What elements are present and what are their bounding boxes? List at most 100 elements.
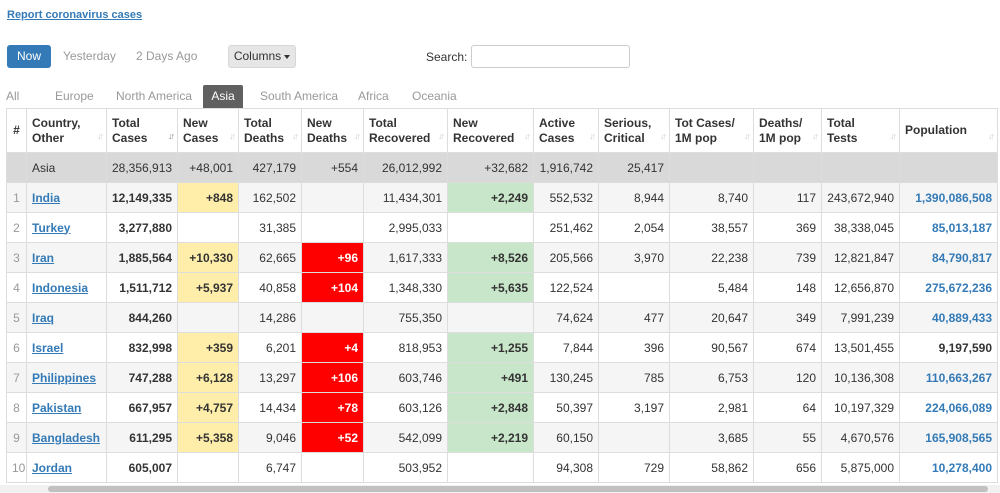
column-header[interactable]: Serious, Critical ↓↑ [598,108,670,153]
new-deaths-cell: +78 [301,392,364,423]
column-header[interactable]: Total Recovered ↓↑ [363,108,448,153]
sort-arrows-icon[interactable]: ↓↑ [229,131,236,141]
sort-arrows-icon[interactable]: ↓↑ [354,131,361,141]
column-header[interactable]: Tot Cases/1M pop ↓↑ [669,108,754,153]
columns-label: Columns [233,49,282,63]
row-index: 2 [6,212,27,243]
country-cell: Philippines [26,362,107,393]
total-recovered-cell: 503,952 [363,452,448,483]
header-label-line2: Cases [112,130,148,145]
sort-arrows-icon[interactable]: ↓↑ [292,131,299,141]
new-cases-cell: +6,128 [177,362,239,393]
country-cell: Jordan [26,452,107,483]
total-deaths-cell: 40,858 [238,272,302,303]
header-label-line2: Tests [827,130,858,145]
new-deaths-cell: +96 [301,242,364,273]
header-label-line1: New [307,115,332,130]
search-input[interactable] [471,45,630,68]
new-cases-cell [177,212,239,243]
yesterday-button[interactable]: Yesterday [63,49,116,63]
total-critical: 25,417 [598,152,670,183]
country-link[interactable]: Indonesia [32,280,89,295]
active-cell: 74,624 [533,302,599,333]
sort-arrows-icon[interactable]: ↓↑ [988,131,995,141]
tab-oceania[interactable]: Oceania [412,89,457,103]
new-recovered-cell: +2,219 [447,422,534,453]
report-cases-link[interactable]: Report coronavirus cases [7,9,143,21]
total-recovered-cell: 603,126 [363,392,448,423]
column-header[interactable]: Population ↓↑ [899,108,998,153]
sort-arrows-icon[interactable]: ↓↑ [660,131,667,141]
column-header[interactable]: Country, Other ↓↑ [26,108,107,153]
column-header[interactable]: Total Cases ↓↑ [106,108,178,153]
row-index [6,152,27,183]
sort-arrows-icon[interactable]: ↓↑ [524,131,531,141]
sort-arrows-icon[interactable]: ↓↑ [744,131,751,141]
header-label-line1: Deaths/ [759,115,803,130]
per-million-cell: 58,862 [669,452,754,483]
table-row: 10 Jordan 605,007 6,747 503,952 94,308 729 58,8… [6,452,998,483]
horizontal-scrollbar[interactable] [0,485,1000,493]
total-recovered-cell: 755,350 [363,302,448,333]
now-button[interactable]: Now [7,45,51,68]
deaths-per-million-cell: 117 [753,182,822,213]
new-recovered-cell [447,302,534,333]
country-link[interactable]: Jordan [32,460,73,475]
country-link[interactable]: Bangladesh [32,430,101,445]
column-header[interactable]: New Cases ↓↑ [177,108,239,153]
sort-arrows-icon[interactable]: ↓↑ [168,131,175,141]
table-header-row: # Country, Other ↓↑ Total Cases ↓↑ New Cases ↓↑ To… [6,108,998,153]
columns-dropdown-button[interactable]: Columns [228,45,296,68]
column-header[interactable]: Total Deaths ↓↑ [238,108,302,153]
country-link[interactable]: India [32,190,61,205]
new-recovered-cell: +491 [447,362,534,393]
tab-asia[interactable]: Asia [203,85,243,108]
tab-europe[interactable]: Europe [55,89,94,103]
column-header[interactable]: Active Cases ↓↑ [533,108,599,153]
scrollbar-thumb[interactable] [48,486,988,492]
covid-table: # Country, Other ↓↑ Total Cases ↓↑ New Cases ↓↑ To… [6,108,998,483]
column-header[interactable]: New Recovered ↓↑ [447,108,534,153]
tab-south-america[interactable]: South America [260,89,339,103]
total-new-deaths: +554 [301,152,364,183]
header-label-line2: Other [32,130,65,145]
caret-down-icon [284,54,291,59]
country-link[interactable]: Turkey [32,220,71,235]
column-header[interactable]: Deaths/1M pop ↓↑ [753,108,822,153]
total-recovered-cell: 603,746 [363,362,448,393]
sort-arrows-icon[interactable]: ↓↑ [812,131,819,141]
country-link[interactable]: Philippines [32,370,97,385]
per-million-cell: 2,981 [669,392,754,423]
sort-arrows-icon[interactable]: ↓↑ [890,131,897,141]
country-link[interactable]: Pakistan [32,400,82,415]
total-cases-cell: 611,295 [106,422,178,453]
tests-cell: 12,821,847 [821,242,900,273]
new-recovered-cell: +5,635 [447,272,534,303]
tab-africa[interactable]: Africa [358,89,389,103]
country-link[interactable]: Israel [32,340,64,355]
country-cell: Indonesia [26,272,107,303]
total-cases-cell: 3,277,880 [106,212,178,243]
column-header[interactable]: New Deaths ↓↑ [301,108,364,153]
column-header[interactable]: Total Tests ↓↑ [821,108,900,153]
sort-arrows-icon[interactable]: ↓↑ [589,131,596,141]
country-link[interactable]: Iraq [32,310,55,325]
total-recovered-cell: 542,099 [363,422,448,453]
table-row: 8 Pakistan 667,957 +4,757 14,434 +78 603,126 +2… [6,392,998,423]
table-row: 1 India 12,149,335 +848 162,502 11,434,301 +2,… [6,182,998,213]
country-link[interactable]: Iran [32,250,55,265]
tab-north-america[interactable]: North America [116,89,193,103]
sort-arrows-icon[interactable]: ↓↑ [97,131,104,141]
tests-cell: 38,338,045 [821,212,900,243]
tab-all[interactable]: All [6,89,20,103]
header-label-line2: 1M pop [675,130,717,145]
row-index: 3 [6,242,27,273]
country-cell: Iraq [26,302,107,333]
two-days-ago-button[interactable]: 2 Days Ago [136,49,198,63]
new-cases-cell: +5,358 [177,422,239,453]
column-header[interactable]: # [6,108,27,153]
row-index: 6 [6,332,27,363]
country-cell: Israel [26,332,107,363]
row-index: 7 [6,362,27,393]
sort-arrows-icon[interactable]: ↓↑ [438,131,445,141]
